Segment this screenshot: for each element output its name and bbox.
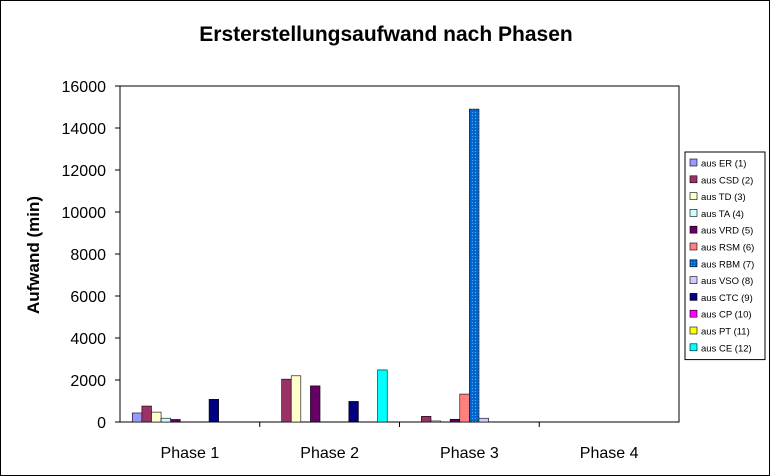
- legend-label: aus CTC (9): [701, 293, 753, 304]
- legend-swatch: [689, 276, 698, 284]
- y-tick-label: 12000: [62, 163, 107, 180]
- bar: [208, 399, 219, 423]
- y-tick-label: 10000: [62, 205, 107, 222]
- bar: [421, 416, 432, 423]
- chart-title: Ersterstellungsaufwand nach Phasen: [199, 23, 572, 46]
- legend-swatch: [689, 242, 698, 251]
- bar: [459, 393, 470, 423]
- legend-label: aus RBM (7): [701, 259, 754, 270]
- legend-swatch: [689, 175, 698, 184]
- legend-label: aus CP (10): [701, 310, 752, 321]
- legend-swatch: [689, 343, 698, 352]
- legend-label: aus VRD (5): [701, 226, 753, 237]
- bar: [348, 401, 359, 423]
- x-category-label: Phase 4: [580, 445, 639, 462]
- y-axis-label: Aufwand (min): [24, 196, 43, 314]
- legend-label: aus TA (4): [701, 209, 744, 220]
- bar: [281, 378, 292, 423]
- legend-swatch: [689, 225, 698, 234]
- legend-label: aus TD (3): [701, 192, 746, 203]
- bar: [310, 385, 321, 423]
- legend-label: aus CSD (2): [701, 175, 753, 186]
- legend-label: aus PT (11): [701, 327, 750, 338]
- legend-border: [684, 151, 766, 361]
- legend-label: aus CE (12): [701, 343, 752, 354]
- y-tick-label: 14000: [62, 121, 107, 138]
- bar: [131, 412, 143, 423]
- bar: [290, 375, 302, 423]
- y-tick-label: 4000: [70, 331, 106, 348]
- y-tick-label: 16000: [62, 79, 107, 96]
- y-tick-label: 8000: [70, 247, 106, 264]
- bar: [430, 420, 441, 423]
- legend-swatch: [689, 309, 698, 318]
- bar: [449, 418, 461, 423]
- y-tick-label: 0: [97, 415, 106, 432]
- x-category-label: Phase 3: [440, 445, 499, 462]
- legend-swatch: [689, 259, 698, 268]
- y-tick-label: 6000: [70, 289, 106, 306]
- legend-swatch: [689, 192, 698, 200]
- bar: [377, 369, 388, 423]
- legend-label: aus VSO (8): [701, 276, 753, 287]
- x-category-label: Phase 1: [161, 445, 220, 462]
- y-tick-label: 2000: [70, 373, 106, 390]
- bar: [478, 417, 489, 423]
- x-category-label: Phase 2: [300, 445, 359, 462]
- legend: aus ER (1) aus CSD (2) aus TD (3) aus TA (4…: [684, 151, 766, 361]
- bar: [151, 411, 162, 423]
- bar: [170, 419, 181, 423]
- legend-swatch: [689, 293, 698, 301]
- bar: [469, 108, 480, 423]
- legend-swatch: [689, 209, 698, 217]
- plot-border: [119, 85, 680, 423]
- bar: [160, 417, 171, 423]
- legend-label: aus RSM (6): [701, 243, 754, 254]
- legend-swatch: [689, 158, 698, 167]
- bar: [141, 405, 152, 423]
- legend-label: aus ER (1): [701, 159, 746, 170]
- legend-swatch: [689, 326, 698, 335]
- plot-area: 0 2000 4000 6000 8000 10000 12000 14000 16000 Pha…: [62, 79, 680, 462]
